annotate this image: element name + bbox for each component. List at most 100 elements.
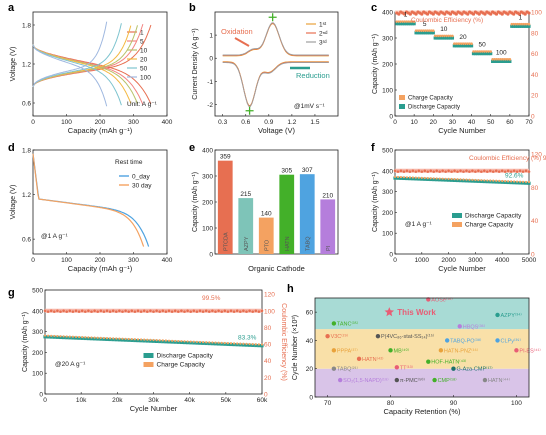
discharge-point	[417, 177, 421, 181]
charge-point	[189, 340, 192, 343]
reduction-peak-marker	[245, 106, 254, 115]
discharge-point	[515, 181, 519, 185]
y2-tick-label: 80	[264, 325, 272, 332]
discharge-point	[452, 44, 456, 48]
ce-point	[408, 12, 412, 16]
discharge-point	[435, 36, 439, 40]
literature-point	[331, 348, 337, 353]
bar-category-label: TABQ	[305, 236, 311, 251]
charge-point	[451, 34, 454, 38]
charge-point	[140, 338, 143, 341]
bar-PTCDA	[217, 160, 233, 254]
discharge-point	[506, 180, 510, 185]
discharge-point	[494, 180, 498, 184]
ce-point	[46, 310, 50, 313]
x-tick-label: 20	[430, 119, 438, 126]
charge-point	[429, 177, 432, 180]
charge-point	[515, 180, 519, 183]
discharge-point	[108, 337, 112, 342]
literature-point	[514, 348, 519, 353]
discharge-point	[498, 59, 502, 63]
y-tick-label: 300	[32, 329, 43, 336]
discharge-point	[120, 338, 125, 342]
charge-point	[84, 336, 87, 339]
discharge-point	[491, 180, 495, 184]
charge-point	[486, 179, 489, 182]
x-tick-label: 300	[128, 119, 139, 126]
bar-value-label: 140	[261, 211, 272, 218]
discharge-point	[422, 31, 426, 35]
y2-tick-label: 100	[531, 10, 542, 17]
charge-point	[155, 339, 158, 342]
charge-point	[248, 342, 251, 346]
y-axis-label: Cycle Number (×10³)	[292, 315, 299, 380]
ce-point	[226, 310, 230, 313]
discharge-point	[71, 336, 75, 340]
discharge-point	[139, 339, 143, 343]
discharge-point	[445, 36, 449, 40]
ce-point	[527, 170, 531, 173]
charge-point	[242, 342, 245, 345]
discharge-point	[527, 24, 531, 28]
charge-point	[74, 335, 78, 338]
charge-point	[99, 336, 102, 339]
discharge-point	[210, 342, 214, 346]
bar-value-label: 359	[220, 154, 231, 161]
discharge-point	[80, 336, 84, 340]
ce-point	[491, 170, 495, 173]
y2-tick-label: 80	[531, 30, 539, 37]
ce-point	[254, 309, 258, 313]
discharge-point	[524, 181, 528, 185]
literature-label: PI-ES⁽⁴¹⁾	[519, 347, 541, 354]
y-axis-label: Capacity (mAh g⁻¹)	[372, 172, 379, 232]
discharge-point	[487, 52, 491, 56]
discharge-point	[411, 177, 415, 181]
discharge-point	[232, 342, 236, 347]
legend-note: Unit: A g⁻¹	[127, 101, 158, 108]
charge-point	[109, 337, 112, 340]
discharge-point	[444, 178, 448, 182]
discharge-point	[510, 24, 514, 28]
ce-point	[186, 309, 189, 313]
x-tick-label: 50	[487, 119, 495, 126]
panel-b: b 0.3 0.6 0.9 1.2 1.5 -2 -1 0 1 Voltage (V) Current…	[189, 2, 339, 135]
x-tick-label: 90	[450, 400, 458, 407]
ce-point	[486, 170, 489, 173]
charge-point	[441, 177, 444, 180]
charge-point	[68, 335, 71, 338]
x-tick-label: 20k	[112, 397, 123, 404]
literature-point	[356, 356, 362, 362]
discharge-point	[481, 52, 485, 56]
ce-point	[414, 170, 418, 173]
charge-point	[462, 178, 465, 181]
charge-curve-100	[32, 21, 108, 87]
ce-point	[211, 309, 214, 313]
discharge-point	[170, 340, 174, 344]
discharge-point	[449, 178, 454, 182]
discharge-point	[161, 340, 165, 344]
x-tick-label: 200	[95, 119, 106, 126]
literature-label: AOSe⁽¹⁶⁾	[431, 296, 453, 303]
panel-e: e 0 100 200 300 400 Organic Cathode Capacity (m…	[189, 142, 339, 273]
y-tick-label: 60	[306, 310, 314, 317]
charge-point	[492, 179, 495, 182]
literature-point	[394, 365, 400, 370]
x-tick-label: 0	[43, 397, 47, 404]
ce-point	[136, 309, 140, 313]
charge-point	[489, 179, 492, 182]
discharge-point	[458, 44, 462, 48]
y-tick-label: 0	[209, 252, 213, 259]
ce-point	[474, 170, 477, 173]
ce-point	[53, 310, 56, 313]
y2-tick-label: 40	[531, 72, 539, 79]
ce-point	[204, 309, 208, 313]
ce-point	[438, 170, 441, 173]
y2-tick-label: 120	[264, 292, 275, 299]
y-tick-label: -2	[207, 102, 213, 109]
discharge-point	[466, 44, 470, 48]
bar-value-label: 215	[240, 191, 251, 198]
charge-point	[53, 334, 56, 338]
charge-point	[130, 338, 133, 341]
charge-point	[510, 180, 513, 183]
ce-point	[420, 170, 424, 173]
